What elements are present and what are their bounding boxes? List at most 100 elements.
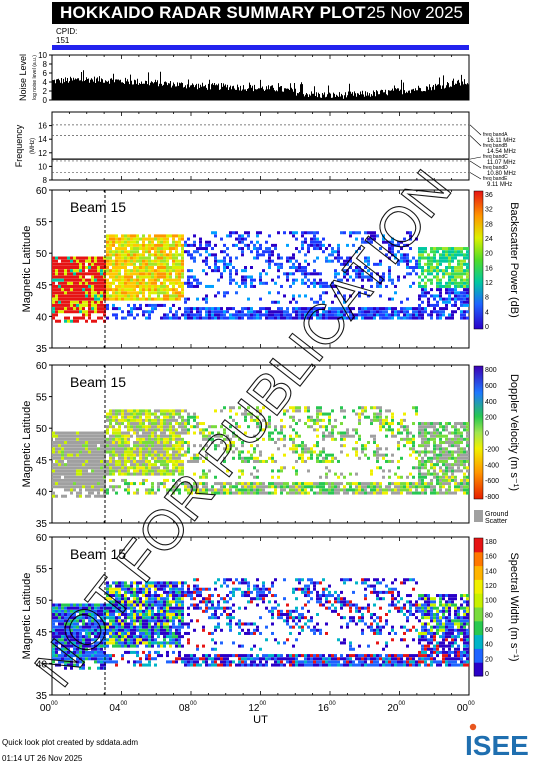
heatmap-cell <box>124 285 127 288</box>
heatmap-cell <box>379 307 382 310</box>
heatmap-cell <box>79 632 82 635</box>
heatmap-cell <box>406 425 409 428</box>
heatmap-cell <box>364 313 367 316</box>
heatmap-cell <box>172 466 175 469</box>
heatmap-cell <box>64 454 67 457</box>
heatmap-cell <box>184 282 187 285</box>
heatmap-cell <box>334 250 337 253</box>
heatmap-cell <box>253 482 256 485</box>
heatmap-cell <box>304 317 307 320</box>
heatmap-cell <box>433 307 436 310</box>
heatmap-cell <box>316 238 319 241</box>
heatmap-cell <box>298 488 301 491</box>
heatmap-cell <box>130 447 133 450</box>
heatmap-cell <box>67 435 70 438</box>
heatmap-cell <box>322 238 325 241</box>
heatmap-cell <box>196 313 199 316</box>
heatmap-cell <box>418 460 421 463</box>
heatmap-cell <box>55 441 58 444</box>
heatmap-cell <box>388 469 391 472</box>
heatmap-cell <box>130 263 133 266</box>
heatmap-cell <box>349 260 352 263</box>
heatmap-cell <box>157 607 160 610</box>
heatmap-cell <box>142 413 145 416</box>
heatmap-cell <box>70 622 73 625</box>
heatmap-cell <box>169 447 172 450</box>
heatmap-cell <box>433 275 436 278</box>
heatmap-cell <box>460 317 463 320</box>
heatmap-cell <box>274 492 277 495</box>
heatmap-cell <box>97 454 100 457</box>
heatmap-cell <box>52 622 55 625</box>
heatmap-cell <box>376 482 379 485</box>
heatmap-cell <box>82 263 85 266</box>
heatmap-cell <box>319 454 322 457</box>
heatmap-cell <box>340 435 343 438</box>
heatmap-cell <box>214 425 217 428</box>
heatmap-cell <box>415 317 418 320</box>
heatmap-cell <box>70 492 73 495</box>
heatmap-cell <box>154 604 157 607</box>
heatmap-cell <box>241 473 244 476</box>
heatmap-cell <box>58 469 61 472</box>
heatmap-cell <box>169 419 172 422</box>
heatmap-cell <box>67 479 70 482</box>
heatmap-cell <box>445 317 448 320</box>
heatmap-cell <box>253 279 256 282</box>
heatmap-cell <box>301 457 304 460</box>
heatmap-cell <box>52 613 55 616</box>
heatmap-cell <box>418 253 421 256</box>
heatmap-cell <box>241 450 244 453</box>
heatmap-cell <box>313 231 316 234</box>
heatmap-cell <box>133 632 136 635</box>
heatmap-cell <box>151 473 154 476</box>
heatmap-cell <box>70 645 73 648</box>
heatmap-cell <box>178 294 181 297</box>
heatmap-cell <box>109 288 112 291</box>
heatmap-cell <box>115 645 118 648</box>
heatmap-cell <box>118 454 121 457</box>
heatmap-cell <box>436 288 439 291</box>
heatmap-cell <box>445 435 448 438</box>
heatmap-cell <box>82 294 85 297</box>
heatmap-cell <box>406 253 409 256</box>
heatmap-cell <box>115 616 118 619</box>
heatmap-cell <box>421 444 424 447</box>
heatmap-cell <box>334 492 337 495</box>
heatmap-cell <box>160 626 163 629</box>
heatmap-cell <box>97 619 100 622</box>
heatmap-cell <box>109 260 112 263</box>
heatmap-cell <box>244 279 247 282</box>
heatmap-cell <box>130 310 133 313</box>
heatmap-cell <box>187 654 190 657</box>
heatmap-cell <box>268 416 271 419</box>
heatmap-cell <box>373 317 376 320</box>
heatmap-cell <box>253 247 256 250</box>
heatmap-cell <box>58 635 61 638</box>
heatmap-cell <box>163 241 166 244</box>
heatmap-cell <box>241 317 244 320</box>
heatmap-cell <box>91 435 94 438</box>
heatmap-cell <box>133 610 136 613</box>
heatmap-cell <box>352 428 355 431</box>
heatmap-cell <box>421 247 424 250</box>
heatmap-cell <box>256 469 259 472</box>
heatmap-cell <box>403 419 406 422</box>
heatmap-cell <box>229 313 232 316</box>
heatmap-cell <box>457 428 460 431</box>
heatmap-cell <box>163 457 166 460</box>
heatmap-cell <box>346 454 349 457</box>
heatmap-cell <box>61 307 64 310</box>
heatmap-cell <box>184 454 187 457</box>
heatmap-cell <box>175 241 178 244</box>
heatmap-cell <box>226 492 229 495</box>
heatmap-cell <box>457 432 460 435</box>
heatmap-cell <box>118 604 121 607</box>
heatmap-cell <box>136 473 139 476</box>
heatmap-cell <box>334 488 337 491</box>
heatmap-cell <box>364 444 367 447</box>
heatmap-cell <box>280 488 283 491</box>
heatmap-cell <box>316 406 319 409</box>
heatmap-cell <box>430 313 433 316</box>
heatmap-cell <box>211 269 214 272</box>
